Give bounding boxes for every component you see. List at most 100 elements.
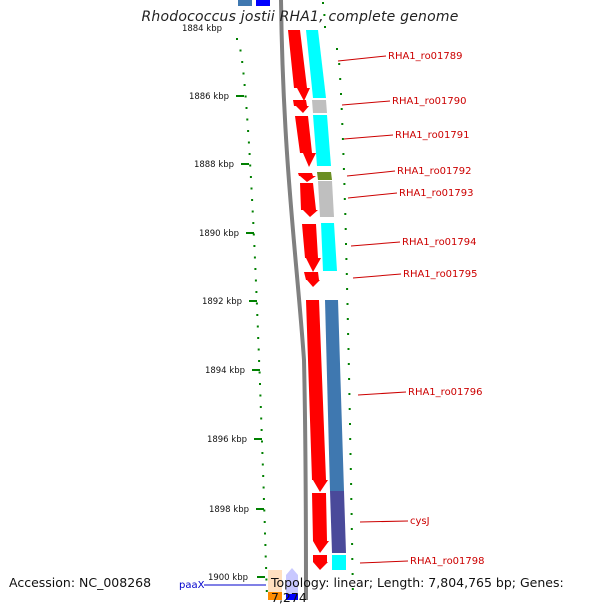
guide-dot [351,588,354,590]
guide-dot [342,153,345,155]
guide-dot [345,243,347,245]
guide-dot [347,348,350,350]
guide-dot [350,483,353,485]
guide-dot [254,268,257,270]
guide-dot [339,78,342,80]
paax-region: paaX [179,568,298,600]
feature-bar-blue [286,594,298,600]
guide-dot [341,123,344,125]
guide-dot [350,513,353,515]
guide-dot [250,187,253,190]
guide-dot [340,108,343,110]
guide-dot [343,183,346,185]
guide-dot [265,567,268,569]
guide-dot [259,394,262,397]
guide-dot [259,383,261,385]
guide-dot [347,363,350,365]
feature-bar-olive [317,172,332,180]
feature-bar-gray [318,181,334,217]
guide-dot [349,438,352,440]
guide-dot [350,498,353,500]
guide-dot [242,72,245,75]
gene-label: RHA1_ro01790 [392,96,467,107]
guide-dot [322,2,324,4]
tick-label: 1890 kbp [199,229,239,239]
guide-dot [260,429,263,431]
guide-dot [351,558,354,560]
guide-dot [340,93,342,95]
tick-label: 1892 kbp [202,297,242,307]
tick-label: 1894 kbp [205,366,245,376]
guide-dot [323,14,326,16]
guide-dot [258,371,261,374]
topology-label: Topology: linear; Length: 7,804,765 bp; … [271,575,564,605]
guide-dot [264,544,267,546]
tick-label: 1900 kbp [208,573,248,583]
guide-dot [252,222,255,224]
guide-dot [258,360,261,362]
gene-label-leader [337,55,387,62]
gene-arrow [312,493,329,553]
guide-dot [253,256,256,259]
gene-label: RHA1_ro01796 [408,387,483,398]
feature-bar-steelblue [325,300,344,491]
guide-dot [264,555,267,558]
gene-arrow [313,555,328,570]
gene-label-leader [346,170,396,177]
gene-label-leader [352,273,402,279]
guide-dot [265,578,268,581]
tick-label: 1896 kbp [207,435,247,445]
guide-dot [251,210,254,213]
guide-dot [249,176,252,178]
guide-dot [324,26,326,28]
guide-dot [348,408,351,410]
guide-dot [342,168,345,170]
guide-dot [351,543,354,545]
guide-dot [265,590,268,592]
guide-dot [255,291,258,293]
accession-label: Accession: NC_008268 [9,575,152,590]
gene-label: RHA1_ro01798 [410,556,485,567]
guide-dot [256,314,259,316]
gene-label: RHA1_ro01794 [402,237,477,248]
feature-bars [306,30,346,570]
gene-label: RHA1_ro01795 [403,269,478,280]
genome-title: Rhodococcus jostii RHA1, complete genome [141,9,459,25]
guide-dot [264,532,266,535]
scale-faded-label: 1884 kbp [182,24,222,34]
guide-dot [349,468,352,470]
feature-bar-orange [268,592,282,600]
tick-label: 1886 kbp [189,92,229,102]
guide-dot [347,333,350,335]
guide-dot [351,573,354,575]
gene-label: RHA1_ro01789 [388,51,463,62]
gene-arrow [300,183,318,217]
gene-label-leader [347,192,398,199]
guide-dot [262,475,265,477]
gene-label-leader [343,134,394,140]
guide-dot [260,417,263,420]
gene-arrow [295,116,316,167]
guide-dot [239,49,242,52]
guide-dot [348,393,351,395]
guide-dot [261,452,264,454]
guide-dot [244,95,247,98]
gene-label: RHA1_ro01792 [397,166,472,177]
guide-dot [261,463,264,466]
genome-backbone [279,0,308,600]
feature-bar-cyan [313,115,331,166]
guide-dot [253,245,256,247]
guide-dot [263,521,266,523]
gene-label-paax[interactable]: paaX [179,580,205,591]
gene-arrows [288,30,329,570]
guide-dot [262,498,265,500]
gene-arrow [302,224,321,272]
guide-dot [247,130,250,132]
gene-label-leader [341,100,391,106]
guide-dot [263,509,266,512]
guide-dot [241,61,244,63]
guide-dot [251,199,254,201]
guide-dot [262,486,265,489]
guide-dot [257,348,260,351]
guide-dot [346,303,349,305]
